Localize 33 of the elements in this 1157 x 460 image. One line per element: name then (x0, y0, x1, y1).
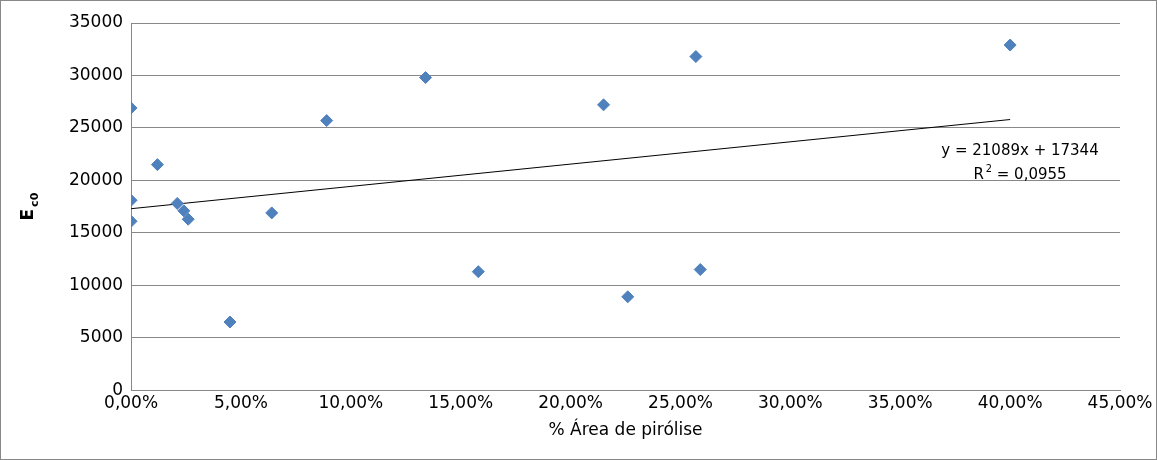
point (693, 263, 707, 277)
y-tick-label: 35000 (68, 11, 124, 32)
x-tick-label: 45,00% (1087, 391, 1153, 412)
y-tick-label: 20000 (68, 168, 124, 189)
point (181, 212, 195, 226)
point (320, 114, 334, 128)
point (265, 206, 279, 220)
y-tick-label: 5000 (79, 326, 124, 347)
x-tick-label: 10,00% (318, 391, 384, 412)
point (597, 98, 611, 112)
y-tick-label: 10000 (68, 273, 124, 294)
y-tick-label: 25000 (68, 116, 124, 137)
x-tick-label: 40,00% (977, 391, 1043, 412)
point (621, 290, 635, 304)
x-tick-label: 35,00% (867, 391, 933, 412)
point (177, 204, 191, 218)
x-axis-title: % Área de pirólise (548, 418, 703, 440)
x-tick-label: 15,00% (428, 391, 494, 412)
point (419, 71, 433, 85)
point (689, 50, 703, 64)
point (1003, 38, 1017, 52)
x-tick-label: 20,00% (538, 391, 604, 412)
x-tick-label: 30,00% (757, 391, 823, 412)
annotation: y = 21089x + 17344 (941, 141, 1099, 160)
y-tick-label: 30000 (68, 63, 124, 84)
point (223, 315, 237, 329)
x-tick-label: 25,00% (648, 391, 713, 412)
point (170, 196, 184, 210)
point (471, 265, 485, 279)
x-tick-label: 5,00% (213, 391, 268, 412)
point (150, 158, 164, 172)
y-axis-title: Ec0 (17, 192, 41, 221)
y-tick-label: 15000 (68, 221, 124, 242)
